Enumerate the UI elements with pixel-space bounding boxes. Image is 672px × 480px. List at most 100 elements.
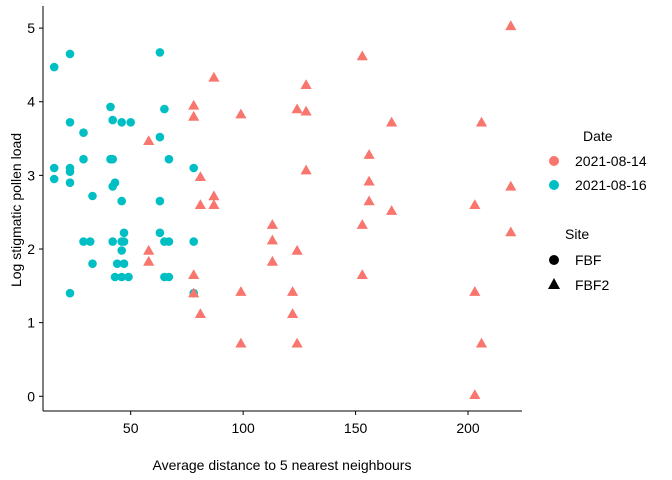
data-point-triangle xyxy=(194,171,206,181)
data-point-triangle xyxy=(505,180,517,191)
legend-title-site: Site xyxy=(565,226,589,242)
legend-label-site-0: FBF xyxy=(575,252,601,268)
y-tick-label: 1 xyxy=(27,315,35,331)
legend-key-date-1 xyxy=(549,180,559,190)
y-tick-label: 0 xyxy=(27,388,35,404)
data-point-circle xyxy=(65,118,75,127)
data-point-triangle xyxy=(300,79,312,89)
data-point-triangle xyxy=(291,337,303,348)
data-point-circle xyxy=(79,128,88,137)
x-axis-title: Average distance to 5 nearest neighbours xyxy=(153,457,412,473)
legend-key-site-1 xyxy=(548,278,560,289)
data-point-triangle xyxy=(363,195,375,206)
data-point-triangle xyxy=(235,108,247,119)
data-point-circle xyxy=(65,49,75,59)
data-point-triangle xyxy=(386,116,398,127)
data-point-triangle xyxy=(356,50,368,61)
data-point-triangle xyxy=(475,337,488,348)
data-point-circle xyxy=(65,167,75,176)
data-point-circle xyxy=(124,272,133,282)
x-tick-label: 100 xyxy=(231,420,255,436)
data-point-triangle xyxy=(188,287,200,298)
data-point-triangle xyxy=(266,255,278,266)
data-point-triangle xyxy=(266,234,278,245)
data-point-circle xyxy=(189,237,198,246)
legend: Date 2021-08-14 2021-08-16 Site FBF FBF2 xyxy=(548,128,647,293)
legend-label-site-1: FBF2 xyxy=(575,277,609,293)
data-point-circle xyxy=(155,228,165,238)
y-axis-title: Log stigmatic pollen load xyxy=(8,133,24,287)
data-point-triangle xyxy=(300,164,312,175)
data-point-triangle xyxy=(194,199,206,209)
data-point-triangle xyxy=(208,199,220,209)
data-point-triangle xyxy=(469,389,481,399)
data-point-triangle xyxy=(363,149,375,159)
data-point-circle xyxy=(108,115,117,125)
data-point-triangle xyxy=(386,205,398,215)
y-tick-label: 5 xyxy=(27,20,35,36)
data-point-circle xyxy=(119,228,129,238)
legend-key-date-0 xyxy=(549,156,559,166)
legend-label-date-0: 2021-08-14 xyxy=(575,153,647,169)
data-point-circle xyxy=(49,163,59,173)
data-point-circle xyxy=(49,62,59,72)
legend-label-date-1: 2021-08-16 xyxy=(575,177,647,193)
data-point-circle xyxy=(119,259,129,269)
data-point-circle xyxy=(79,154,88,164)
data-point-circle xyxy=(164,272,174,282)
data-point-circle xyxy=(112,259,122,269)
data-point-triangle xyxy=(287,286,299,296)
x-tick-label: 50 xyxy=(123,420,139,436)
data-point-circle xyxy=(155,132,165,142)
data-point-triangle xyxy=(266,219,278,229)
data-point-triangle xyxy=(363,175,375,186)
y-tick-label: 2 xyxy=(27,241,35,257)
data-point-triangle xyxy=(300,105,312,116)
data-point-circle xyxy=(79,237,88,246)
data-point-triangle xyxy=(469,199,481,209)
data-point-triangle xyxy=(143,255,155,266)
data-point-triangle xyxy=(469,286,481,296)
data-point-circle xyxy=(65,178,75,187)
data-point-circle xyxy=(117,118,126,127)
data-point-circle xyxy=(160,104,169,114)
data-point-triangle xyxy=(143,135,155,145)
data-point-triangle xyxy=(356,269,368,279)
data-point-circle xyxy=(119,237,129,246)
data-point-triangle xyxy=(194,308,206,318)
ticks-layer: 50 100 150 200 0 1 2 3 4 5 xyxy=(27,20,480,436)
data-point-triangle xyxy=(143,244,155,255)
data-point-triangle xyxy=(475,116,488,127)
data-point-circle xyxy=(117,272,126,282)
data-point-triangle xyxy=(505,226,517,237)
data-point-triangle xyxy=(188,99,200,110)
data-point-triangle xyxy=(235,337,247,348)
data-point-triangle xyxy=(291,103,303,114)
y-tick-label: 4 xyxy=(27,94,35,110)
data-point-triangle xyxy=(208,190,220,201)
data-point-triangle xyxy=(356,219,368,229)
data-point-circle xyxy=(106,102,115,112)
data-point-triangle xyxy=(208,71,220,82)
data-point-circle xyxy=(164,237,174,246)
data-point-circle xyxy=(117,246,126,255)
data-point-circle xyxy=(88,191,97,201)
axes-layer xyxy=(42,6,522,412)
data-point-triangle xyxy=(235,286,247,296)
data-point-circle xyxy=(189,163,198,173)
data-point-circle xyxy=(155,48,165,57)
legend-title-date: Date xyxy=(583,128,613,144)
x-tick-label: 150 xyxy=(344,420,368,436)
data-point-triangle xyxy=(188,269,200,279)
data-point-triangle xyxy=(287,308,299,318)
points-layer xyxy=(49,20,517,399)
data-point-circle xyxy=(108,237,117,246)
data-point-circle xyxy=(117,196,126,206)
y-tick-label: 3 xyxy=(27,167,35,183)
data-point-circle xyxy=(85,237,95,246)
data-point-circle xyxy=(126,118,135,127)
x-tick-label: 200 xyxy=(456,420,480,436)
data-point-circle xyxy=(65,288,75,298)
data-point-circle xyxy=(108,154,117,164)
